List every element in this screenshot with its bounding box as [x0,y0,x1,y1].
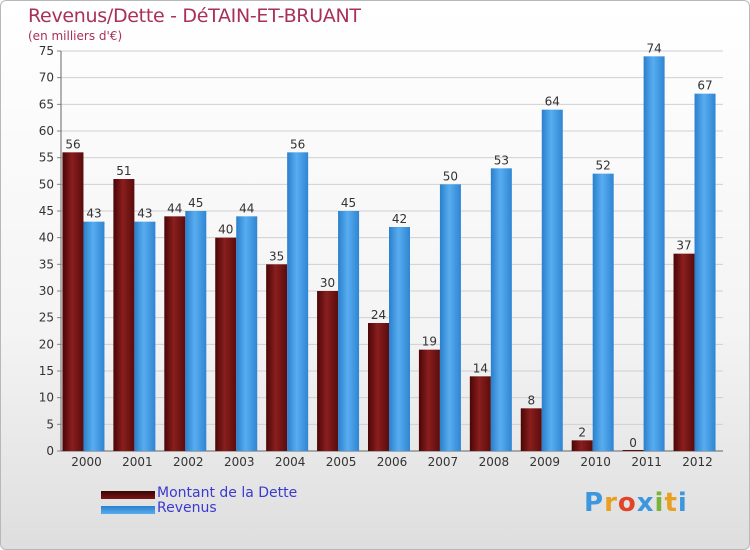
y-tick-label: 20 [39,337,54,351]
data-label: 56 [65,137,80,151]
data-label: 42 [392,212,407,226]
y-tick-label: 10 [39,391,54,405]
logo-letter: o [617,488,637,518]
x-tick-label: 2004 [275,455,306,469]
data-label: 24 [371,308,386,322]
bar-debt [673,253,695,451]
bar-debt [62,152,84,452]
data-label: 30 [320,276,335,290]
y-tick-label: 65 [39,97,54,111]
data-label: 44 [239,201,254,215]
x-tick-label: 2011 [631,455,662,469]
legend-label-revenue: Revenus [157,500,217,516]
data-label: 2 [578,425,586,439]
bar-revenue [592,173,614,451]
bar-debt [622,450,644,451]
data-label: 37 [676,239,691,253]
y-tick-label: 15 [39,364,54,378]
bar-revenue [490,168,512,452]
bar-debt [469,376,491,451]
data-label: 56 [290,137,305,151]
data-label: 64 [545,95,560,109]
x-tick-label: 2001 [122,455,153,469]
x-tick-label: 2007 [428,455,459,469]
data-label: 43 [137,207,152,221]
y-tick-label: 55 [39,151,54,165]
logo-letter: i [677,488,688,518]
logo-letter: r [604,488,618,518]
legend-swatch-revenue [101,506,155,514]
bar-debt [164,216,186,451]
data-label: 51 [116,164,131,178]
chart-title: Revenus/Dette - DéTAIN-ET-BRUANT [28,5,361,27]
y-tick-label: 50 [39,177,54,191]
data-label: 74 [646,41,661,55]
x-tick-label: 2008 [479,455,510,469]
y-tick-label: 35 [39,257,54,271]
logo-letter: i [654,488,665,518]
bar-debt [571,440,593,451]
bar-revenue [439,184,461,452]
bar-debt [520,408,542,451]
data-label: 53 [494,153,509,167]
data-label: 19 [422,335,437,349]
y-tick-label: 70 [39,71,54,85]
bar-debt [215,237,237,451]
data-label: 45 [341,196,356,210]
data-label: 8 [527,393,535,407]
legend-swatch-debt [101,491,155,499]
chart-subtitle: (en milliers d'€) [28,29,123,43]
data-label: 40 [218,223,233,237]
bar-revenue [338,211,360,451]
x-tick-label: 2002 [173,455,204,469]
bar-revenue [643,56,665,451]
bar-revenue [236,216,258,451]
y-tick-label: 25 [39,311,54,325]
legend-label-debt: Montant de la Dette [157,485,298,501]
bar-revenue [185,211,207,451]
bar-debt [418,349,440,451]
y-tick-label: 0 [46,444,54,458]
data-label: 45 [188,196,203,210]
x-tick-label: 2000 [71,455,102,469]
data-label: 14 [473,361,488,375]
data-label: 35 [269,249,284,263]
x-tick-label: 2006 [377,455,408,469]
bar-revenue [83,221,105,451]
bar-debt [113,179,135,451]
data-label: 0 [629,436,637,450]
proxiti-logo: Proxiti [584,488,688,518]
bar-debt [317,291,339,451]
bar-debt [368,323,389,451]
y-tick-label: 30 [39,284,54,298]
data-label: 44 [167,201,182,215]
data-label: 43 [86,207,101,221]
bar-revenue [694,93,716,452]
x-tick-label: 2009 [529,455,560,469]
logo-letter: P [584,488,605,518]
x-tick-label: 2012 [682,455,713,469]
y-tick-label: 40 [39,231,54,245]
data-label: 50 [443,169,458,183]
y-tick-label: 45 [39,204,54,218]
bar-revenue [134,221,156,451]
logo-letter: t [664,488,678,518]
bar-revenue [287,152,309,452]
x-tick-label: 2010 [580,455,611,469]
bar-revenue [389,227,410,451]
bar-debt [266,264,288,451]
data-label: 67 [697,79,712,93]
bar-revenue [541,109,563,452]
y-tick-label: 60 [39,124,54,138]
data-label: 52 [596,159,611,173]
x-tick-label: 2003 [224,455,255,469]
y-tick-label: 5 [46,417,54,431]
x-tick-label: 2005 [326,455,357,469]
logo-letter: x [636,488,655,518]
y-tick-label: 75 [39,44,54,58]
